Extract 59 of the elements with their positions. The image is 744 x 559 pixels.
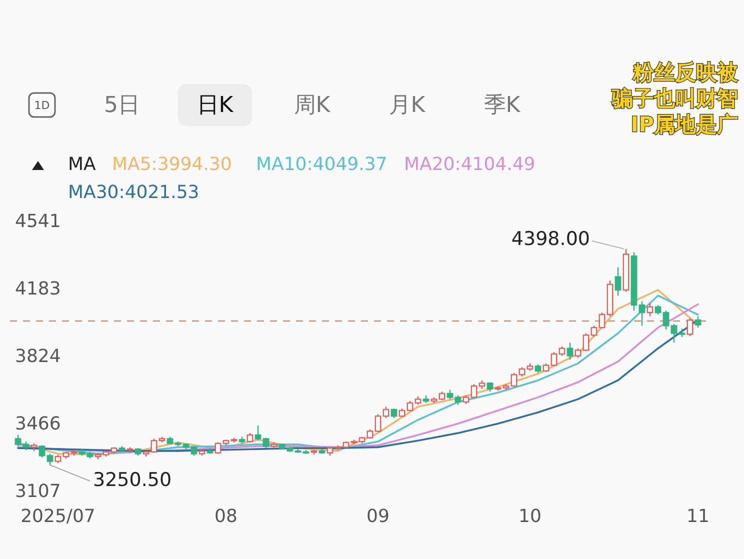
text: 1D	[34, 99, 50, 112]
text: MA5:3994.30	[112, 154, 232, 175]
text: MA10:4049.37	[256, 154, 388, 175]
x-tick-label: 08	[214, 506, 238, 527]
y-tick-label: 4541	[15, 210, 61, 232]
candlestick	[470, 384, 478, 399]
candlestick	[510, 372, 518, 388]
legend-title: MA	[68, 154, 97, 175]
text: 骗子也叫财智	[611, 86, 738, 111]
text: 季K	[484, 93, 521, 118]
text: MA30:4021.53	[68, 182, 200, 203]
candlestick	[550, 352, 558, 367]
text: IP属地是广	[630, 112, 738, 137]
candlestick	[454, 394, 462, 406]
candlestick	[446, 389, 454, 400]
annotation: 4398.00	[511, 228, 590, 250]
text: 周K	[294, 93, 331, 118]
candlestick	[670, 323, 678, 344]
candlestick	[254, 424, 262, 442]
y-tick-label: 4183	[15, 278, 61, 300]
candlestick	[38, 444, 46, 458]
candlestick	[374, 414, 382, 433]
candlestick	[14, 434, 22, 447]
y-tick-label: 3107	[15, 480, 61, 502]
candlestick	[590, 325, 598, 338]
candlestick	[582, 332, 590, 352]
candlestick	[246, 432, 254, 444]
candlestick	[566, 342, 574, 360]
text: 5日	[104, 93, 140, 118]
candlestick	[614, 266, 622, 296]
candlestick	[558, 346, 566, 356]
candlestick	[390, 408, 398, 419]
candlestick	[638, 300, 646, 326]
candlestick	[518, 366, 526, 378]
candlestick	[190, 446, 198, 456]
candlestick	[598, 312, 606, 330]
y-tick-label: 3466	[15, 413, 61, 434]
candlestick	[574, 348, 582, 358]
candlestick	[406, 400, 414, 412]
x-tick-label: 2025/07	[20, 506, 96, 527]
x-tick-label: 10	[518, 506, 542, 527]
annotation: 3250.50	[93, 469, 172, 492]
text: 日K	[196, 93, 234, 118]
x-tick-label: 09	[366, 506, 390, 527]
x-tick-label: 11	[686, 506, 710, 527]
candlestick	[486, 382, 494, 392]
candlestick	[662, 310, 670, 330]
text: 粉丝反映被	[632, 60, 739, 85]
candlestick	[694, 316, 702, 328]
candlestick	[214, 442, 222, 454]
text: MA20:4104.49	[404, 154, 536, 175]
candlestick	[46, 453, 54, 466]
candlestick	[150, 438, 158, 454]
candlestick	[654, 304, 662, 316]
y-tick-label: 3824	[15, 346, 61, 367]
candlestick	[382, 406, 390, 419]
candlestick	[686, 318, 694, 337]
text: 月K	[388, 93, 426, 118]
candlestick	[646, 302, 654, 317]
